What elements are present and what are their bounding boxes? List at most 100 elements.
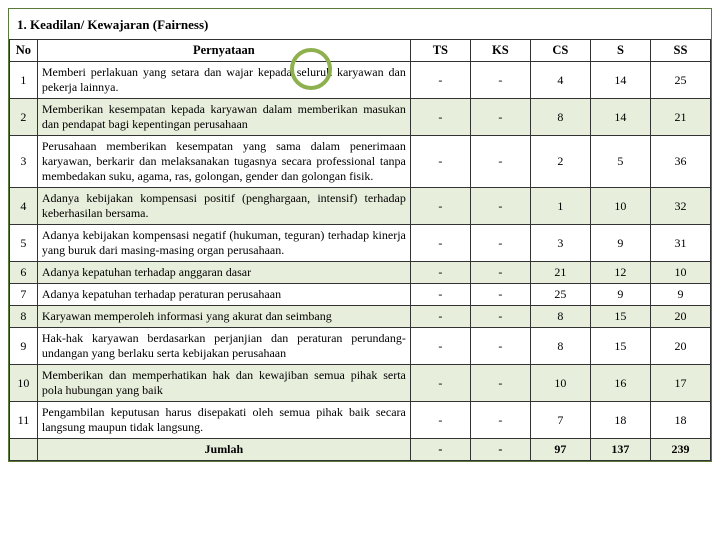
cell-stmt: Pengambilan keputusan harus disepakati o… [37, 402, 410, 439]
cell-cs: 97 [530, 439, 590, 461]
table-row: 5Adanya kebijakan kompensasi negatif (hu… [10, 225, 711, 262]
header-s: S [590, 40, 650, 62]
cell-cs: 4 [530, 62, 590, 99]
cell-ks: - [470, 365, 530, 402]
table-row: 8Karyawan memperoleh informasi yang akur… [10, 306, 711, 328]
cell-ts: - [410, 328, 470, 365]
cell-ks: - [470, 439, 530, 461]
cell-s: 16 [590, 365, 650, 402]
cell-ts: - [410, 62, 470, 99]
table-total-row: Jumlah--97137239 [10, 439, 711, 461]
cell-ss: 36 [650, 136, 710, 188]
cell-ks: - [470, 136, 530, 188]
cell-ts: - [410, 402, 470, 439]
cell-s: 14 [590, 99, 650, 136]
cell-no: 5 [10, 225, 38, 262]
table-row: 4Adanya kebijakan kompensasi positif (pe… [10, 188, 711, 225]
cell-no: 10 [10, 365, 38, 402]
cell-stmt: Memberikan dan memperhatikan hak dan kew… [37, 365, 410, 402]
cell-stmt: Karyawan memperoleh informasi yang akura… [37, 306, 410, 328]
cell-total-label: Jumlah [37, 439, 410, 461]
table-row: 2Memberikan kesempatan kepada karyawan d… [10, 99, 711, 136]
header-ts: TS [410, 40, 470, 62]
cell-ks: - [470, 262, 530, 284]
cell-ss: 17 [650, 365, 710, 402]
cell-ks: - [470, 306, 530, 328]
cell-cs: 7 [530, 402, 590, 439]
cell-no: 4 [10, 188, 38, 225]
header-stmt: Pernyataan [37, 40, 410, 62]
cell-ss: 25 [650, 62, 710, 99]
cell-s: 12 [590, 262, 650, 284]
cell-ss: 20 [650, 306, 710, 328]
fairness-table: No Pernyataan TS KS CS S SS 1Memberi per… [9, 39, 711, 461]
cell-ts: - [410, 188, 470, 225]
cell-no: 8 [10, 306, 38, 328]
table-header-row: No Pernyataan TS KS CS S SS [10, 40, 711, 62]
table-row: 7Adanya kepatuhan terhadap peraturan per… [10, 284, 711, 306]
cell-ks: - [470, 188, 530, 225]
cell-ks: - [470, 225, 530, 262]
cell-ks: - [470, 62, 530, 99]
cell-ts: - [410, 365, 470, 402]
cell-no: 11 [10, 402, 38, 439]
cell-s: 18 [590, 402, 650, 439]
cell-ks: - [470, 99, 530, 136]
cell-s: 9 [590, 284, 650, 306]
cell-ts: - [410, 284, 470, 306]
cell-stmt: Perusahaan memberikan kesempatan yang sa… [37, 136, 410, 188]
cell-cs: 8 [530, 306, 590, 328]
cell-no [10, 439, 38, 461]
cell-cs: 2 [530, 136, 590, 188]
cell-ts: - [410, 262, 470, 284]
cell-ss: 20 [650, 328, 710, 365]
table-row: 11Pengambilan keputusan harus disepakati… [10, 402, 711, 439]
cell-s: 15 [590, 306, 650, 328]
cell-s: 14 [590, 62, 650, 99]
cell-cs: 10 [530, 365, 590, 402]
table-row: 6Adanya kepatuhan terhadap anggaran dasa… [10, 262, 711, 284]
cell-s: 15 [590, 328, 650, 365]
cell-stmt: Adanya kepatuhan terhadap peraturan peru… [37, 284, 410, 306]
cell-stmt: Hak-hak karyawan berdasarkan perjanjian … [37, 328, 410, 365]
cell-no: 3 [10, 136, 38, 188]
cell-ss: 32 [650, 188, 710, 225]
cell-no: 2 [10, 99, 38, 136]
cell-no: 9 [10, 328, 38, 365]
cell-ts: - [410, 99, 470, 136]
cell-ss: 9 [650, 284, 710, 306]
table-row: 1Memberi perlakuan yang setara dan wajar… [10, 62, 711, 99]
cell-cs: 8 [530, 328, 590, 365]
table-row: 3Perusahaan memberikan kesempatan yang s… [10, 136, 711, 188]
cell-stmt: Adanya kebijakan kompensasi positif (pen… [37, 188, 410, 225]
cell-cs: 3 [530, 225, 590, 262]
header-no: No [10, 40, 38, 62]
cell-stmt: Adanya kepatuhan terhadap anggaran dasar [37, 262, 410, 284]
cell-s: 9 [590, 225, 650, 262]
cell-ks: - [470, 284, 530, 306]
cell-no: 1 [10, 62, 38, 99]
cell-ss: 239 [650, 439, 710, 461]
cell-cs: 21 [530, 262, 590, 284]
cell-s: 5 [590, 136, 650, 188]
cell-ts: - [410, 225, 470, 262]
cell-ts: - [410, 439, 470, 461]
cell-ts: - [410, 136, 470, 188]
header-ss: SS [650, 40, 710, 62]
cell-stmt: Memberi perlakuan yang setara dan wajar … [37, 62, 410, 99]
header-cs: CS [530, 40, 590, 62]
table-row: 9Hak-hak karyawan berdasarkan perjanjian… [10, 328, 711, 365]
document-frame: 1. Keadilan/ Kewajaran (Fairness) No Per… [8, 8, 712, 462]
table-row: 10Memberikan dan memperhatikan hak dan k… [10, 365, 711, 402]
cell-ks: - [470, 328, 530, 365]
cell-ks: - [470, 402, 530, 439]
cell-cs: 8 [530, 99, 590, 136]
cell-cs: 25 [530, 284, 590, 306]
cell-s: 137 [590, 439, 650, 461]
cell-no: 7 [10, 284, 38, 306]
cell-ss: 31 [650, 225, 710, 262]
cell-stmt: Adanya kebijakan kompensasi negatif (huk… [37, 225, 410, 262]
cell-ts: - [410, 306, 470, 328]
cell-cs: 1 [530, 188, 590, 225]
cell-stmt: Memberikan kesempatan kepada karyawan da… [37, 99, 410, 136]
